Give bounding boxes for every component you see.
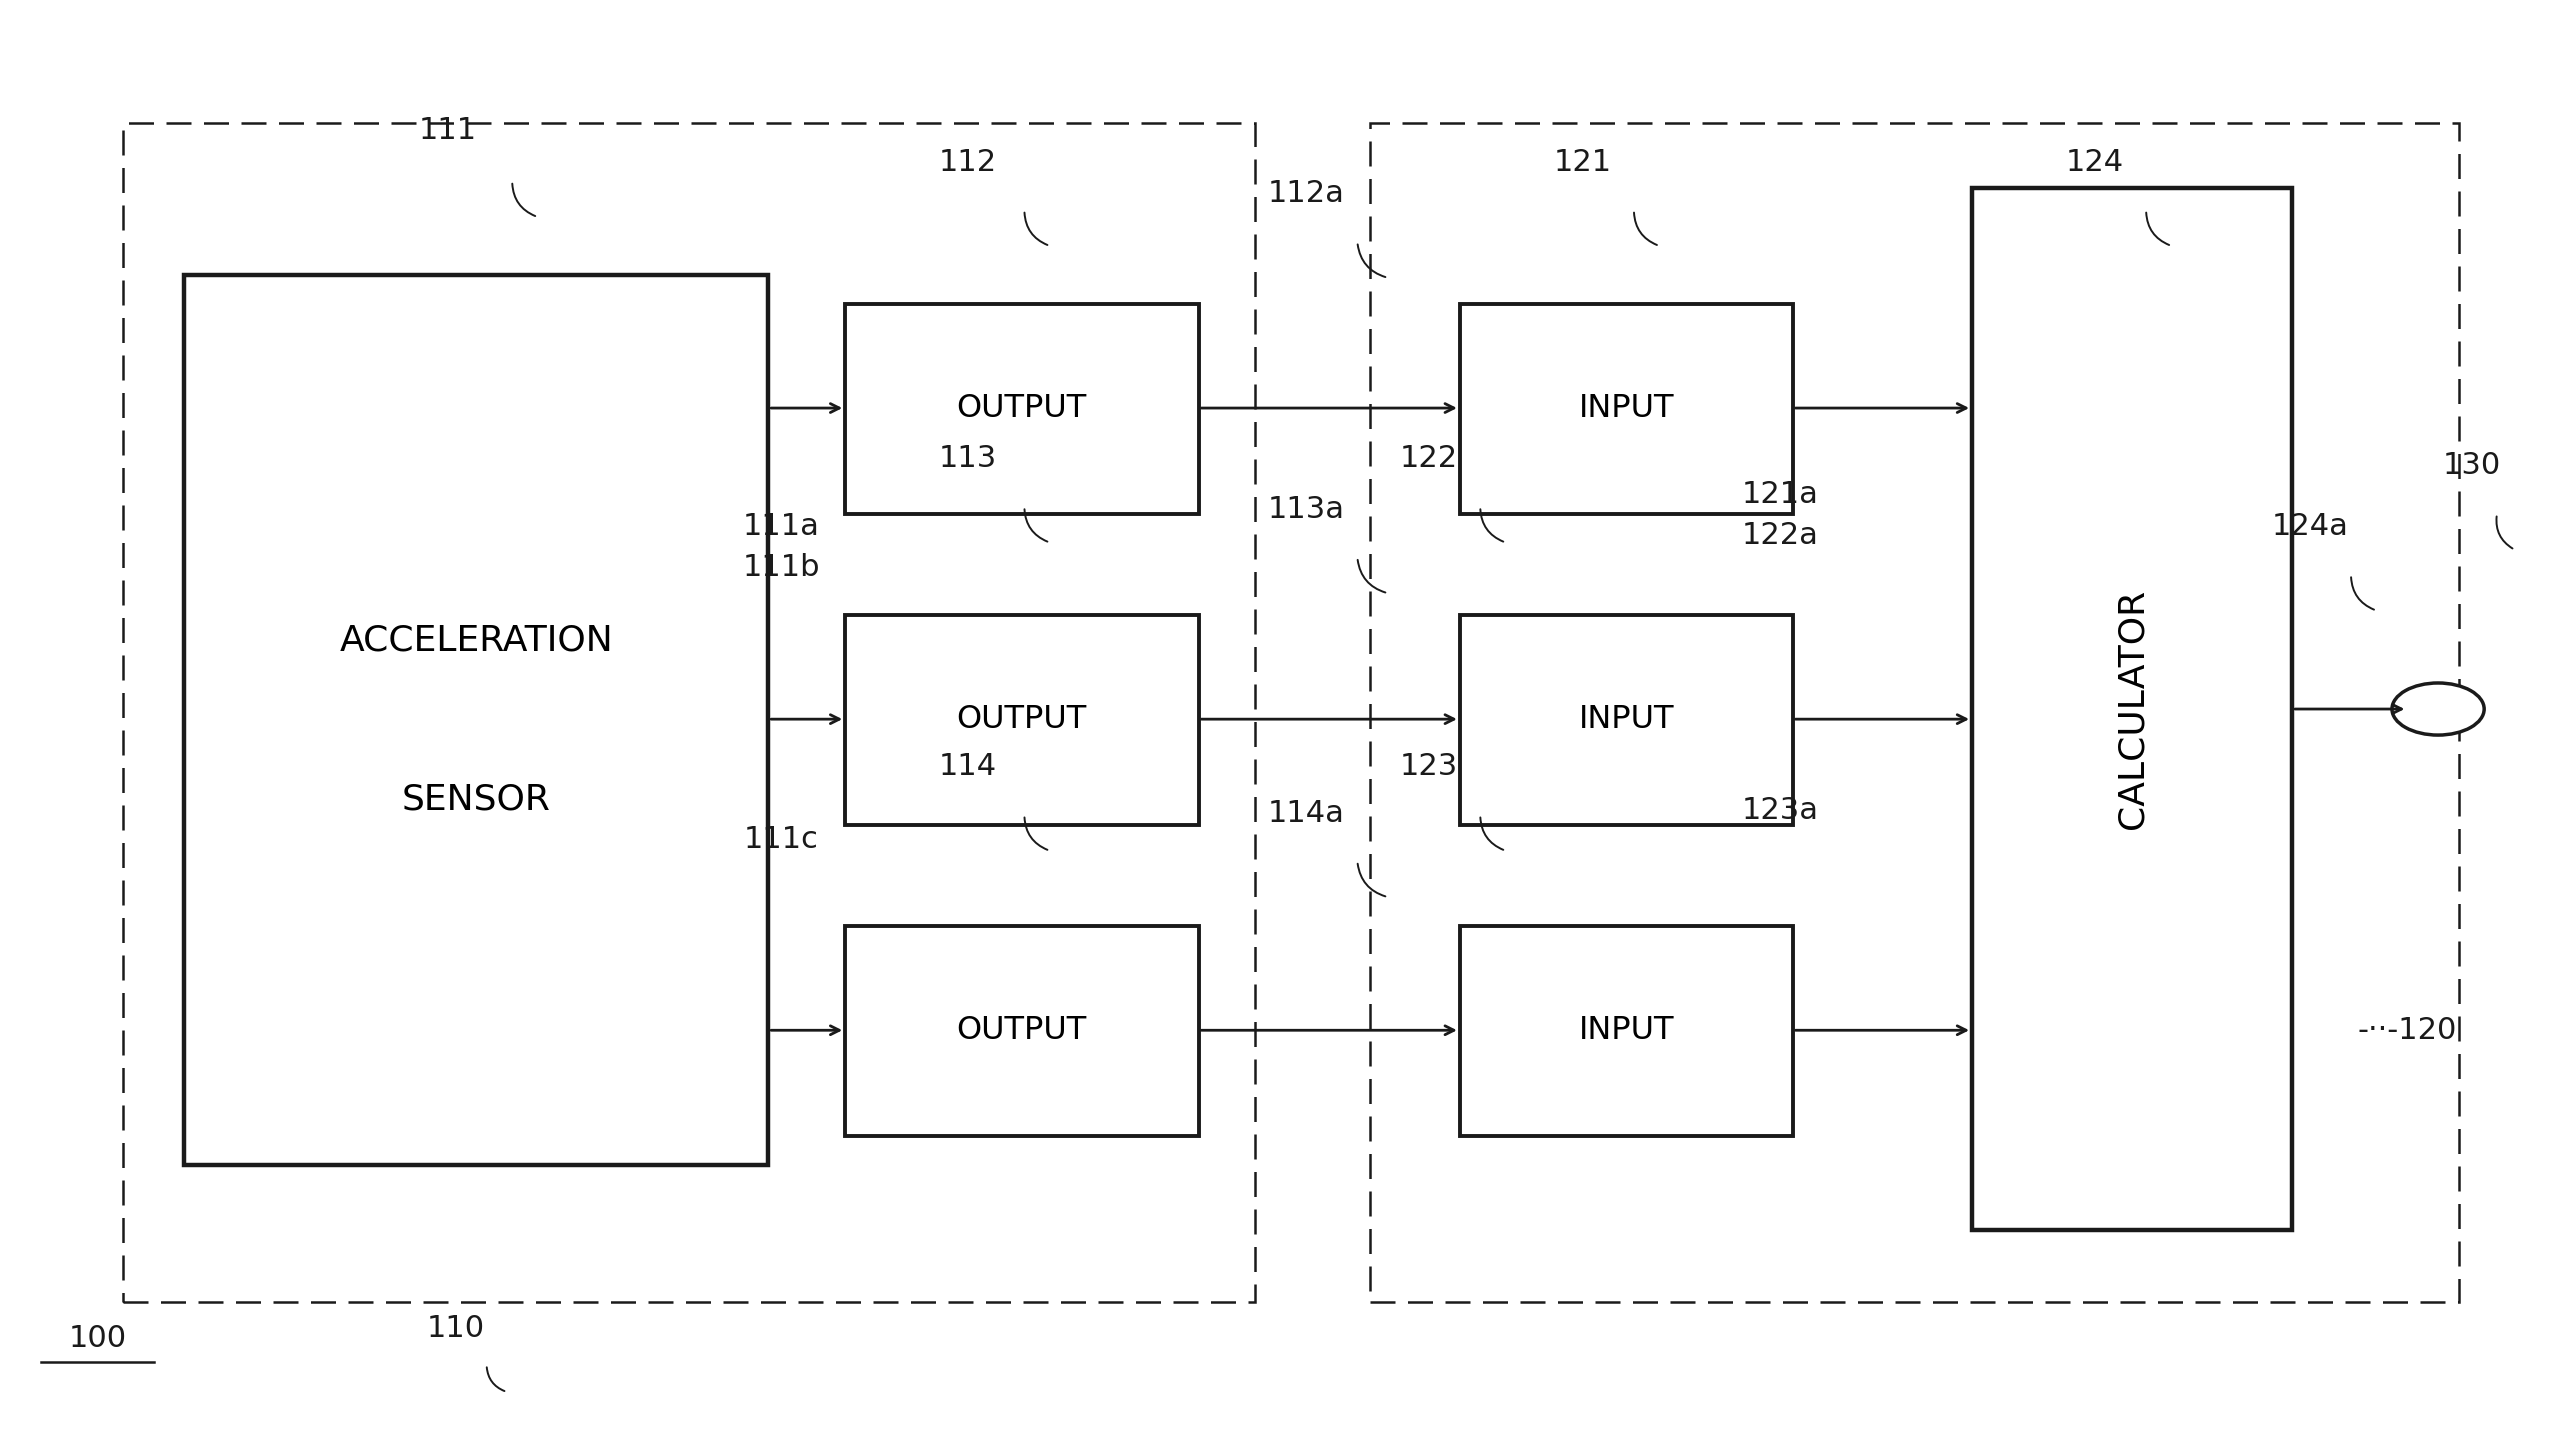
Text: OUTPUT: OUTPUT — [958, 394, 1086, 424]
Text: ACCELERATION: ACCELERATION — [341, 624, 612, 657]
Bar — [845, 926, 1199, 1136]
Text: 113: 113 — [940, 444, 996, 473]
Text: 124: 124 — [2067, 148, 2123, 177]
Text: 123a: 123a — [1741, 796, 1818, 825]
Circle shape — [2392, 683, 2484, 735]
Bar — [123, 123, 1255, 1302]
Text: 121: 121 — [1555, 148, 1611, 177]
Text: 123: 123 — [1401, 752, 1457, 781]
Text: CALCULATOR: CALCULATOR — [2115, 589, 2149, 829]
Text: 100: 100 — [69, 1324, 125, 1353]
Text: 111b: 111b — [743, 553, 820, 582]
Text: 111: 111 — [420, 116, 476, 145]
Text: 122: 122 — [1401, 444, 1457, 473]
Text: 112a: 112a — [1268, 179, 1345, 208]
Text: 111c: 111c — [743, 825, 820, 854]
Text: OUTPUT: OUTPUT — [958, 705, 1086, 735]
Text: SENSOR: SENSOR — [402, 783, 551, 816]
Text: 112: 112 — [940, 148, 996, 177]
Text: 111a: 111a — [743, 512, 820, 541]
Text: 130: 130 — [2443, 451, 2500, 480]
Text: OUTPUT: OUTPUT — [958, 1016, 1086, 1046]
Text: INPUT: INPUT — [1578, 394, 1675, 424]
Bar — [845, 304, 1199, 514]
Text: INPUT: INPUT — [1578, 1016, 1675, 1046]
Text: 110: 110 — [428, 1314, 484, 1343]
Bar — [1370, 123, 2459, 1302]
Text: INPUT: INPUT — [1578, 705, 1675, 735]
Bar — [1460, 926, 1793, 1136]
Bar — [1460, 304, 1793, 514]
Bar — [184, 275, 768, 1165]
Bar — [845, 615, 1199, 825]
Text: 121a: 121a — [1741, 480, 1818, 509]
Text: 122a: 122a — [1741, 521, 1818, 550]
Text: 124a: 124a — [2272, 512, 2348, 541]
Text: 114: 114 — [940, 752, 996, 781]
Text: -··-120: -··-120 — [2359, 1016, 2456, 1045]
Bar — [1972, 188, 2292, 1230]
Bar — [1460, 615, 1793, 825]
Text: 114a: 114a — [1268, 799, 1345, 828]
Text: 113a: 113a — [1268, 495, 1345, 524]
